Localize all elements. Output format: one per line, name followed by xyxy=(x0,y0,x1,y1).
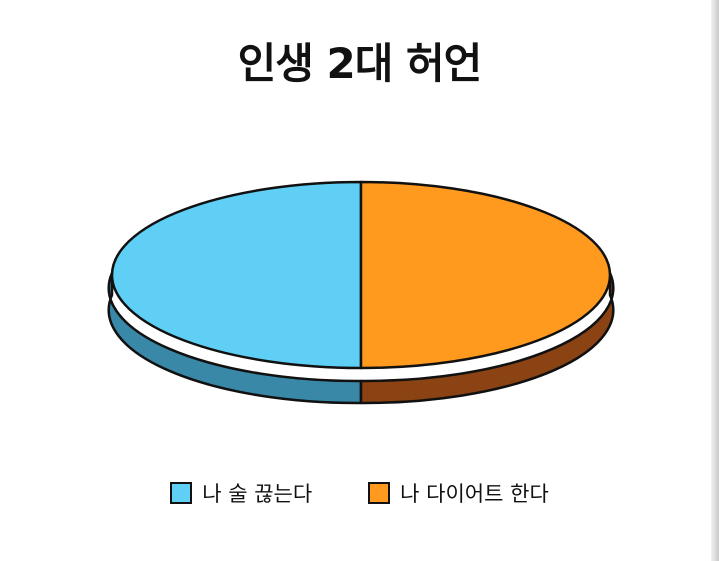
chart-legend: 나 술 끊는다 나 다이어트 한다 xyxy=(0,478,719,508)
legend-label-quit-drinking: 나 술 끊는다 xyxy=(202,482,313,506)
pie-side-right xyxy=(359,271,615,405)
legend-swatch-orange xyxy=(368,482,391,504)
legend-label-diet: 나 다이어트 한다 xyxy=(400,482,549,506)
legend-swatch-blue xyxy=(170,482,193,504)
page-edge-shadow xyxy=(711,0,719,561)
pie-slice-right xyxy=(359,180,612,370)
legend-item-diet: 나 다이어트 한다 xyxy=(368,478,549,508)
pie-slice-left xyxy=(110,180,363,370)
chart-title: 인생 2대 허언 xyxy=(237,39,483,88)
legend-item-quit-drinking: 나 술 끊는다 xyxy=(170,478,312,508)
